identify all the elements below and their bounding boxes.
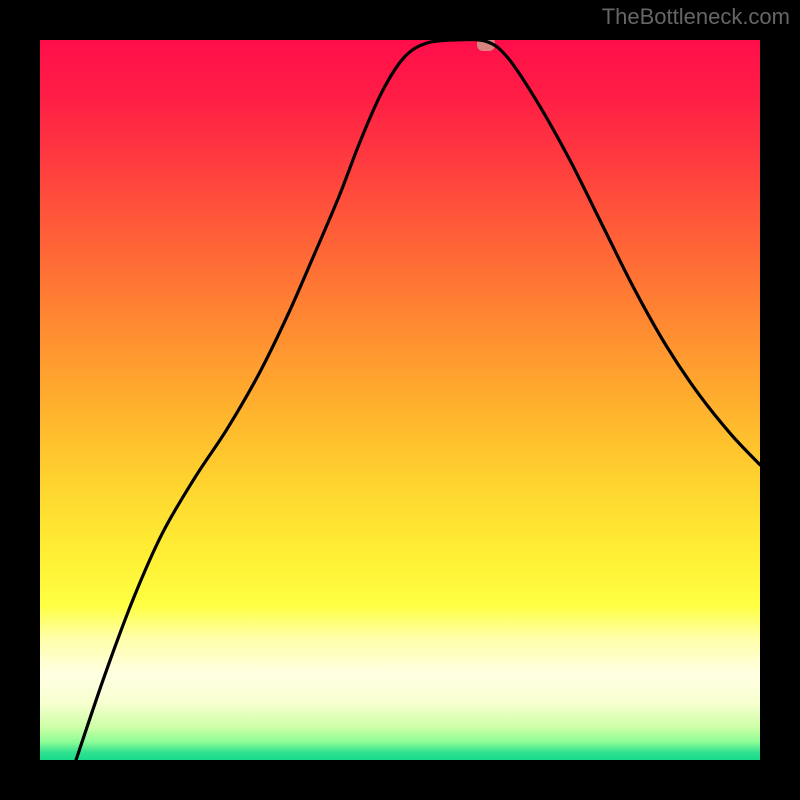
chart-frame: TheBottleneck.com — [0, 0, 800, 800]
watermark-label: TheBottleneck.com — [602, 4, 790, 30]
bottleneck-curve — [40, 40, 760, 760]
plot-area — [40, 40, 760, 760]
